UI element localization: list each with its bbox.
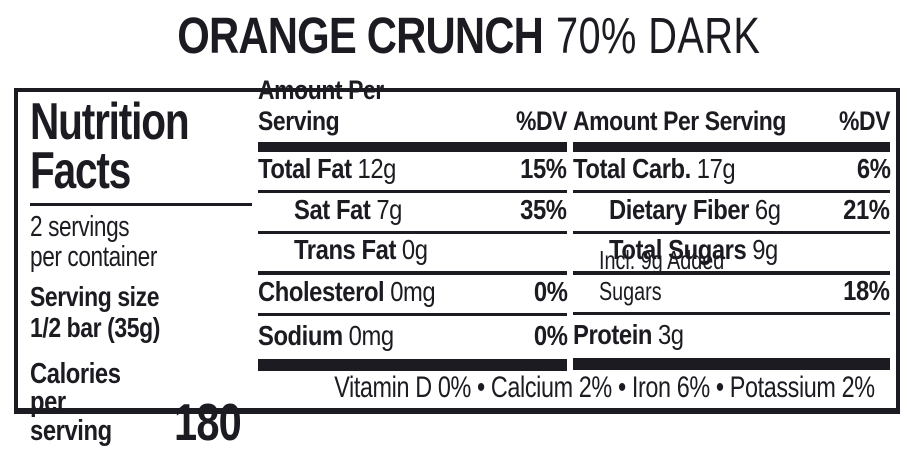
column-header-row: Amount Per Serving %DV [258, 75, 567, 142]
nutrient-name: Dietary Fiber [609, 194, 749, 225]
nutrient-name: Cholesterol [258, 276, 385, 307]
nutrient-amount: 6g [754, 194, 781, 225]
nutrient-amount: 7g [376, 194, 402, 225]
nutrient-name: Sat Fat [294, 194, 371, 225]
carb-nutrient-column: Amount Per Serving %DV Total Carb. 17g 6%… [573, 92, 890, 370]
nutrient-amount: 12g [357, 153, 397, 184]
nutrient-row-trans-fat: Trans Fat 0g [258, 234, 567, 275]
nutrient-dv: 6% [856, 153, 890, 184]
micronutrients-line: Vitamin D 0% • Calcium 2% • Iron 6% • Po… [258, 371, 890, 405]
nutrient-amount: 0mg [348, 320, 394, 351]
nutrient-dv: 35% [520, 194, 568, 225]
thick-divider [258, 142, 567, 152]
nutrient-row-total-sugars: Total Sugars 9g [573, 234, 890, 275]
nutrient-row-cholesterol: Cholesterol 0mg 0% [258, 275, 567, 316]
thick-divider [258, 359, 567, 371]
nutrient-amount: 9g [752, 234, 778, 265]
nutrient-name: Protein [573, 319, 653, 350]
calories-value: 180 [174, 394, 242, 452]
thick-divider [573, 142, 890, 152]
column-header-row: Amount Per Serving %DV [573, 92, 890, 142]
servings-per-container: 2 servings per container [30, 212, 258, 272]
nutrient-row-sat-fat: Sat Fat 7g 35% [258, 193, 567, 234]
nutrition-facts-heading-text: Nutrition Facts [30, 93, 190, 200]
heading-divider [30, 202, 252, 206]
nutrient-dv: 0% [533, 276, 567, 307]
nutrient-row-added-sugars: Incl. 9g Added Sugars 18% [573, 245, 891, 315]
serving-size: Serving size 1/2 bar (35g) [30, 272, 258, 344]
nutrient-row-total-fat: Total Fat 12g 15% [258, 152, 567, 193]
nutrient-label: Total Carb. 17g [573, 153, 736, 185]
percent-dv-header: %DV [838, 106, 890, 136]
nutrient-name: Trans Fat [294, 234, 396, 265]
nutrient-name: Total Sugars [609, 234, 747, 265]
calories-label: Calories per serving [30, 357, 121, 447]
nutrient-label: Incl. 9g Added Sugars [599, 245, 779, 307]
fat-nutrient-column: Amount Per Serving %DV Total Fat 12g 15% … [258, 75, 567, 371]
nutrient-name: Sodium [258, 320, 343, 351]
nutrient-label: Dietary Fiber 6g [609, 194, 781, 226]
product-variant: 70% DARK [555, 7, 760, 64]
nutrient-amount: 0mg [390, 276, 436, 307]
nutrient-dv: 18% [843, 275, 891, 306]
nutrient-row-sodium: Sodium 0mg 0% [258, 316, 567, 357]
nutrient-label: Sat Fat 7g [294, 194, 402, 226]
nutrient-label: Trans Fat 0g [294, 234, 428, 266]
micronutrients-text: Vitamin D 0% • Calcium 2% • Iron 6% • Po… [334, 371, 875, 404]
amount-per-serving-header: Amount Per Serving [573, 106, 786, 136]
serving-size-text: Serving size 1/2 bar (35g) [30, 281, 160, 344]
nutrient-label: Protein 3g [573, 319, 684, 351]
product-name: ORANGE CRUNCH [176, 7, 544, 64]
nutrient-row-total-carb: Total Carb. 17g 6% [573, 152, 890, 193]
nutrient-amount: Incl. 9g Added Sugars [599, 245, 725, 306]
nutrient-label: Total Sugars 9g [609, 234, 778, 266]
percent-dv-header: %DV [515, 106, 567, 136]
nutrient-amount: 0g [401, 234, 428, 265]
nutrient-label: Sodium 0mg [258, 320, 394, 352]
product-title: ORANGE CRUNCH 70% DARK [0, 6, 914, 65]
nutrient-label: Cholesterol 0mg [258, 276, 436, 308]
nutrient-name: Total Carb. [573, 153, 691, 184]
amount-per-serving-header: Amount Per Serving [258, 75, 384, 136]
nutrient-amount: 17g [696, 153, 736, 184]
nutrient-label: Total Fat 12g [258, 153, 396, 185]
nutrient-row-protein: Protein 3g [573, 315, 890, 356]
nutrient-dv: 21% [843, 194, 891, 225]
nutrition-facts-box: Nutrition Facts 2 servings per container… [14, 75, 900, 449]
nutrient-name: Total Fat [258, 153, 352, 184]
thick-divider [573, 358, 890, 370]
nutrition-facts-heading: Nutrition Facts [30, 93, 258, 200]
nutrient-dv: 0% [533, 320, 567, 351]
calories-row: Calories per serving 180 [30, 357, 258, 452]
servings-text: 2 servings per container [30, 210, 157, 273]
nutrient-row-dietary-fiber: Dietary Fiber 6g 21% [573, 193, 890, 234]
facts-summary-column: Nutrition Facts 2 servings per container… [30, 93, 258, 452]
nutrient-amount: 3g [657, 319, 684, 350]
nutrient-dv: 15% [520, 153, 568, 184]
